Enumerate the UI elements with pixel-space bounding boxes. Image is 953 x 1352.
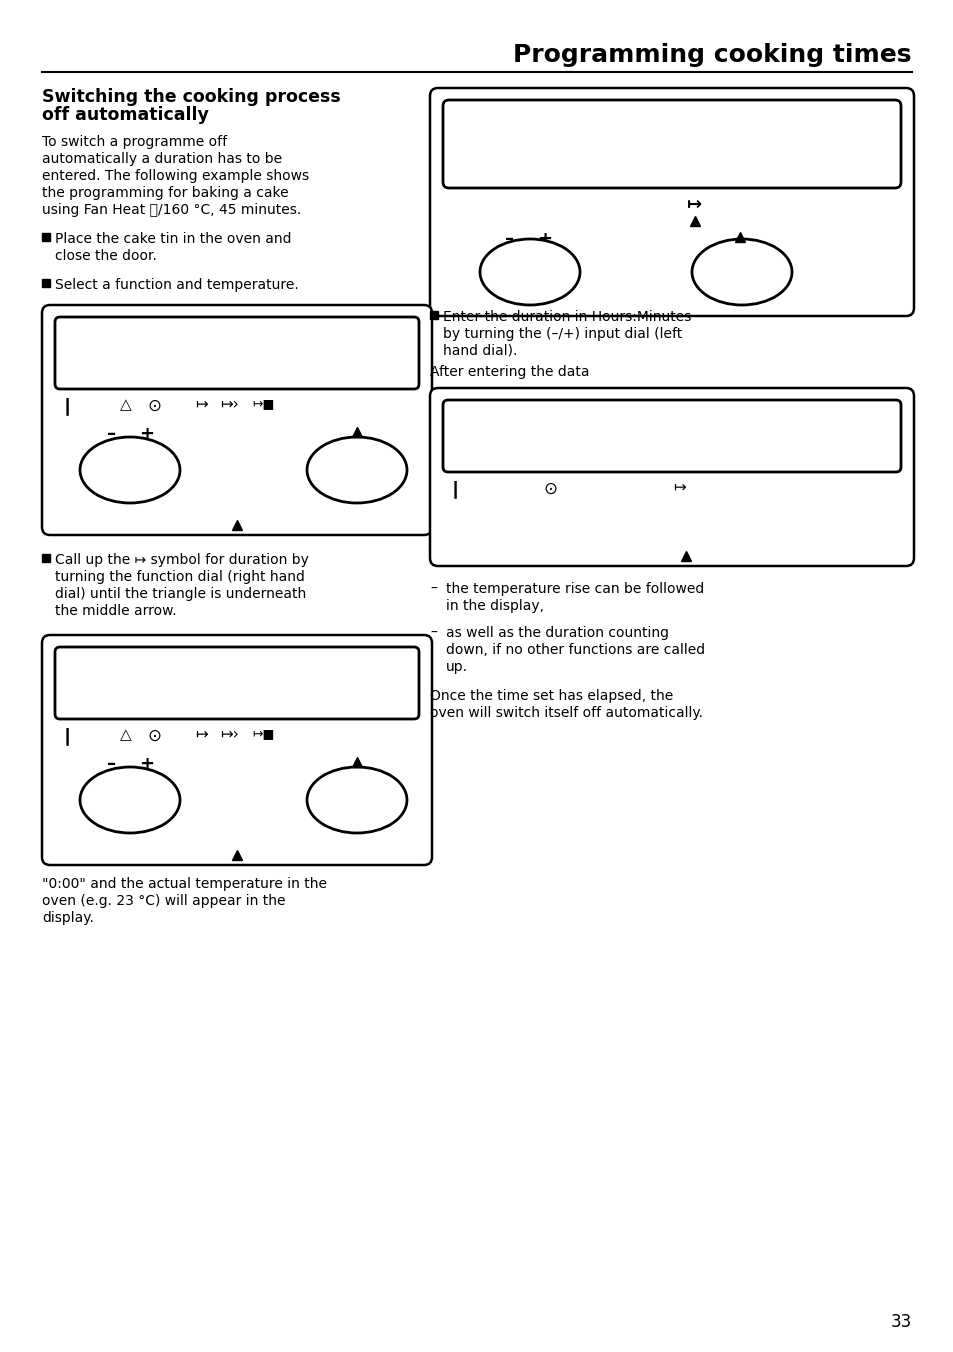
Text: 160°C: 160°C (91, 335, 204, 370)
Text: │: │ (59, 339, 67, 354)
Text: close the door.: close the door. (55, 249, 156, 264)
Text: ↦›: ↦› (220, 397, 238, 412)
Text: the programming for baking a cake: the programming for baking a cake (42, 187, 289, 200)
FancyBboxPatch shape (430, 388, 913, 566)
Text: ↦›: ↦› (220, 727, 238, 742)
Text: ↑: ↑ (455, 427, 468, 445)
Text: Programming cooking times: Programming cooking times (513, 43, 911, 68)
Text: the middle arrow.: the middle arrow. (55, 604, 176, 618)
Text: ↑: ↑ (456, 135, 472, 153)
Text: –: – (430, 626, 436, 639)
Text: 33: 33 (890, 1313, 911, 1330)
FancyBboxPatch shape (42, 306, 432, 535)
Text: │: │ (449, 128, 456, 143)
Text: 23°C: 23°C (480, 123, 587, 165)
Text: Place the cake tin in the oven and: Place the cake tin in the oven and (55, 233, 292, 246)
Text: oven (e.g. 23 °C) will appear in the: oven (e.g. 23 °C) will appear in the (42, 894, 285, 909)
Text: –: – (108, 754, 116, 773)
Text: ┃: ┃ (63, 397, 72, 415)
Text: ⊙: ⊙ (147, 397, 161, 415)
Text: oven will switch itself off automatically.: oven will switch itself off automaticall… (430, 706, 702, 721)
Text: "0:00" and the actual temperature in the: "0:00" and the actual temperature in the (42, 877, 327, 891)
Ellipse shape (80, 437, 180, 503)
Ellipse shape (307, 767, 407, 833)
Text: ↑: ↑ (67, 343, 81, 362)
Text: off automatically: off automatically (42, 105, 209, 124)
Text: ↑: ↑ (67, 675, 81, 692)
Bar (430, 311, 437, 319)
FancyBboxPatch shape (55, 648, 418, 719)
Text: +: + (139, 425, 154, 443)
FancyBboxPatch shape (430, 88, 913, 316)
Text: ⊙: ⊙ (147, 727, 161, 745)
Text: hand dial).: hand dial). (442, 343, 517, 358)
Text: ↦■: ↦■ (252, 727, 274, 740)
Text: │: │ (59, 669, 67, 684)
Text: △: △ (120, 397, 132, 412)
Text: Enter the duration in Hours:Minutes: Enter the duration in Hours:Minutes (442, 310, 691, 324)
FancyBboxPatch shape (442, 100, 900, 188)
Text: 0:35: 0:35 (672, 418, 762, 454)
Text: 0:45: 0:45 (678, 123, 784, 165)
Text: turning the function dial (right hand: turning the function dial (right hand (55, 571, 305, 584)
Text: by turning the (–/+) input dial (left: by turning the (–/+) input dial (left (442, 327, 681, 341)
Text: ↦: ↦ (194, 727, 208, 742)
Text: Call up the ↦ symbol for duration by: Call up the ↦ symbol for duration by (55, 553, 309, 566)
Text: +: + (139, 754, 154, 773)
Text: 9:05: 9:05 (280, 335, 370, 370)
Text: △: △ (120, 727, 132, 742)
Text: –: – (108, 425, 116, 443)
Text: automatically a duration has to be: automatically a duration has to be (42, 151, 282, 166)
Ellipse shape (479, 239, 579, 306)
Text: │: │ (447, 422, 454, 438)
Text: ↦■: ↦■ (252, 397, 274, 410)
Ellipse shape (691, 239, 791, 306)
Ellipse shape (307, 437, 407, 503)
Text: entered. The following example shows: entered. The following example shows (42, 169, 309, 183)
Text: as well as the duration counting: as well as the duration counting (446, 626, 668, 639)
Text: ↦: ↦ (672, 480, 685, 495)
Bar (42, 233, 50, 241)
Text: using Fan Heat Ⓔ/160 °C, 45 minutes.: using Fan Heat Ⓔ/160 °C, 45 minutes. (42, 203, 301, 218)
Text: down, if no other functions are called: down, if no other functions are called (446, 644, 704, 657)
Bar (42, 279, 50, 287)
Text: –: – (505, 230, 514, 247)
Text: 23°C: 23°C (91, 665, 181, 700)
Text: 0:00: 0:00 (280, 665, 370, 700)
Text: ♪: ♪ (449, 138, 456, 150)
FancyBboxPatch shape (42, 635, 432, 865)
Text: display.: display. (42, 911, 93, 925)
Text: Select a function and temperature.: Select a function and temperature. (55, 279, 298, 292)
Text: After entering the data: After entering the data (430, 365, 589, 379)
Text: Once the time set has elapsed, the: Once the time set has elapsed, the (430, 690, 673, 703)
Text: ↦: ↦ (686, 196, 701, 214)
Text: ⊙: ⊙ (542, 480, 557, 498)
FancyBboxPatch shape (55, 316, 418, 389)
Bar (42, 554, 50, 562)
Text: up.: up. (446, 660, 468, 675)
Text: 60°C: 60°C (478, 418, 569, 454)
Text: –: – (430, 581, 436, 596)
Text: To switch a programme off: To switch a programme off (42, 135, 227, 149)
Text: dial) until the triangle is underneath: dial) until the triangle is underneath (55, 587, 306, 602)
Text: ┃: ┃ (63, 727, 72, 745)
Text: ┃: ┃ (451, 480, 459, 498)
Text: the temperature rise can be followed: the temperature rise can be followed (446, 581, 703, 596)
Text: +: + (537, 230, 552, 247)
Ellipse shape (80, 767, 180, 833)
Text: in the display,: in the display, (446, 599, 543, 612)
FancyBboxPatch shape (442, 400, 900, 472)
Text: Switching the cooking process: Switching the cooking process (42, 88, 340, 105)
Text: ↦: ↦ (194, 397, 208, 412)
